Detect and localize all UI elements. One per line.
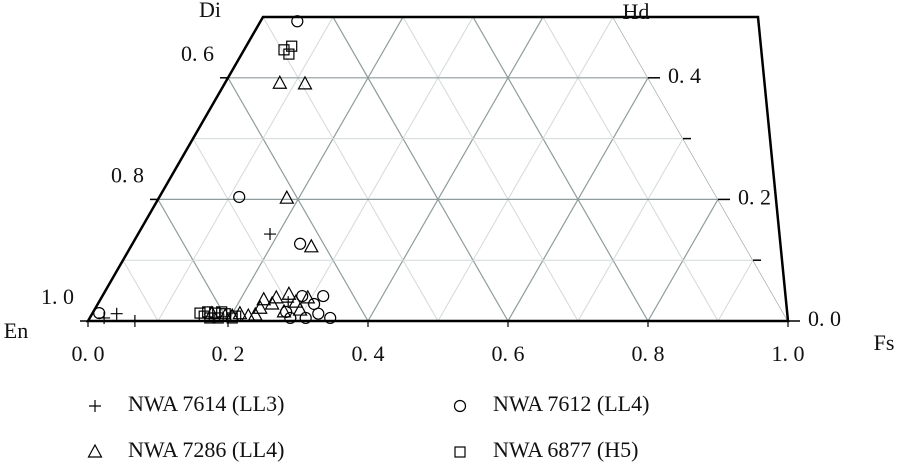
- x-tick-label: 0. 6: [492, 341, 525, 366]
- grid-line: [88, 17, 89, 321]
- legend-label: NWA 7286 (LL4): [128, 437, 284, 462]
- data-point: [286, 40, 298, 52]
- grid: [88, 0, 899, 321]
- x-tick-label: 0. 0: [72, 341, 105, 366]
- data-point: [264, 228, 276, 241]
- data-point: [240, 307, 256, 322]
- left-tick-label: 0. 6: [181, 41, 214, 66]
- data-point: [279, 189, 295, 204]
- data-point: [93, 306, 106, 320]
- data-point: [291, 15, 304, 28]
- data-point: [247, 306, 263, 321]
- data-point: [110, 307, 123, 320]
- y-tick-label: 0. 2: [738, 184, 771, 209]
- vertex-label: En: [4, 318, 28, 343]
- grid-line: [227, 17, 579, 321]
- left-tick-label: 1. 0: [41, 284, 74, 309]
- legend-label: NWA 6877 (H5): [493, 437, 638, 462]
- grid-line: [88, 17, 439, 321]
- data-point: [300, 289, 316, 304]
- grid-line: [577, 17, 788, 321]
- data-point: [216, 306, 228, 318]
- y-tick-label: 0. 4: [668, 63, 701, 88]
- data-point: [276, 303, 292, 318]
- data-point: [281, 285, 297, 300]
- grid-line: [858, 0, 899, 321]
- grid-line: [437, 17, 788, 321]
- x-tick-label: 0. 4: [352, 341, 385, 366]
- grid-line: [787, 17, 788, 321]
- left-tick-label: 0. 8: [111, 162, 144, 187]
- data-point: [288, 293, 304, 308]
- legend-marker: [453, 399, 467, 413]
- x-tick-label: 1. 0: [772, 341, 805, 366]
- grid-line: [157, 17, 509, 321]
- legend-label: NWA 7612 (LL4): [493, 391, 649, 416]
- grid-line: [88, 17, 299, 321]
- data-point: [252, 299, 268, 314]
- vertex-label: Di: [199, 0, 221, 22]
- y-tick-label: 0. 0: [808, 306, 841, 331]
- grid-line: [647, 17, 788, 321]
- x-tick-label: 0. 2: [212, 341, 245, 366]
- legend-label: NWA 7614 (LL3): [128, 391, 284, 416]
- data-point: [283, 48, 295, 60]
- grid-line: [507, 17, 788, 321]
- grid-line: [297, 17, 649, 321]
- x-tick-label: 0. 8: [632, 341, 665, 366]
- grid-line: [717, 17, 788, 321]
- data-point: [324, 311, 337, 325]
- data-point: [212, 312, 224, 324]
- vertex-label: Fs: [874, 330, 895, 355]
- grid-line: [367, 17, 719, 321]
- data-point: [294, 237, 307, 250]
- legend-marker: [87, 443, 103, 458]
- data-point: [272, 75, 288, 89]
- data-point: [303, 238, 319, 253]
- vertex-label: Hd: [623, 0, 650, 24]
- legend-marker: [454, 446, 466, 458]
- grid-line: [367, 17, 719, 321]
- data-point: [128, 315, 141, 327]
- data-point: [233, 190, 246, 204]
- data-point: [317, 289, 330, 303]
- grid-line: [88, 17, 159, 321]
- data-point: [284, 311, 297, 325]
- data-point: [256, 291, 272, 306]
- grid-line: [88, 17, 369, 321]
- data-point: [268, 289, 284, 304]
- legend-marker: [89, 400, 101, 412]
- data-point: [226, 312, 238, 324]
- data-point: [297, 75, 313, 90]
- data-point: [202, 306, 214, 318]
- data-point: [204, 312, 216, 324]
- data-point: [312, 307, 325, 320]
- data-point: [230, 310, 242, 322]
- grid-line: [157, 17, 509, 321]
- grid-line: [227, 17, 579, 321]
- grid-line: [297, 17, 649, 321]
- data-point: [292, 301, 308, 316]
- grid-line: [88, 17, 229, 321]
